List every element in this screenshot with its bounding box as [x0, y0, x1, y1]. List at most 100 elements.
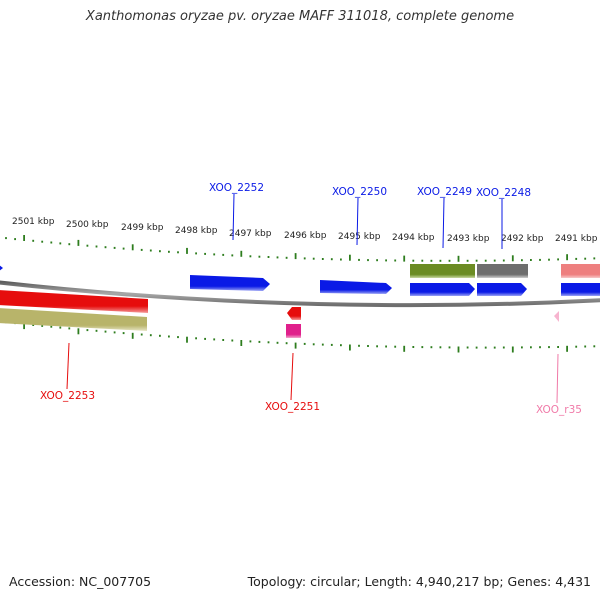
tick-mark	[159, 334, 161, 337]
tick-mark	[303, 257, 306, 260]
tick-mark	[412, 259, 415, 262]
tick-mark	[484, 346, 487, 349]
tick-mark	[430, 259, 433, 262]
tick-mark	[249, 340, 252, 343]
tick-mark	[95, 329, 98, 332]
tick-mark	[321, 258, 324, 260]
tick-mark	[330, 343, 333, 346]
tick-mark	[548, 346, 550, 349]
tick-mark	[448, 346, 451, 349]
tick-mark	[204, 337, 206, 340]
tick-mark	[23, 235, 25, 241]
tick-mark	[330, 258, 333, 261]
tick-mark	[484, 259, 487, 262]
tick-mark	[267, 256, 270, 258]
tick-mark	[584, 257, 587, 260]
tick-mark	[32, 239, 35, 242]
tick-mark	[321, 343, 324, 346]
tick-mark	[258, 340, 261, 343]
cds-arrow-xoo-2249[interactable]	[410, 283, 475, 296]
tick-mark	[530, 259, 532, 261]
tick-mark	[122, 247, 125, 250]
tick-mark	[5, 237, 7, 240]
tick-mark	[349, 254, 351, 261]
tick-mark	[376, 259, 378, 262]
topology-text: Topology: circular; Length: 4,940,217 bp…	[247, 574, 591, 589]
cds-arrow-xoo-2248[interactable]	[477, 283, 527, 296]
tick-mark	[149, 334, 152, 337]
tick-mark	[584, 345, 587, 348]
gene-label-xoo-2250[interactable]: XOO_2250	[332, 186, 387, 198]
tick-mark	[32, 324, 35, 326]
tick-mark	[358, 258, 360, 261]
cds-arrow-xoo-2251[interactable]	[287, 307, 301, 320]
cds-arrow-blue-left-edge[interactable]	[0, 264, 3, 272]
tick-mark	[439, 259, 442, 262]
leader-xoo-2253	[66, 342, 70, 390]
tick-mark	[511, 255, 514, 262]
tick-mark	[439, 346, 442, 349]
tick-label-2497: 2497 kbp	[229, 229, 272, 239]
cds-blue-right-edge[interactable]	[561, 283, 600, 296]
feature-xoo-2253-khaki[interactable]	[0, 308, 147, 331]
tick-mark	[575, 257, 578, 260]
leader-xoo-2250	[356, 197, 359, 246]
gene-label-xoo-2251[interactable]: XOO_2251	[265, 401, 320, 413]
tick-mark	[186, 247, 188, 254]
tick-mark	[403, 255, 406, 262]
tick-mark	[140, 333, 143, 336]
feature-xoo-2249-olive[interactable]	[410, 264, 475, 278]
feature-salmon-right[interactable]	[561, 264, 600, 278]
gene-label-xoo-2253[interactable]: XOO_2253	[40, 390, 95, 402]
tick-mark	[276, 341, 279, 344]
map-title: Xanthomonas oryzae pv. oryzae MAFF 31101…	[85, 9, 515, 24]
feature-xoo-2251-magenta[interactable]	[286, 324, 301, 338]
cds-arrow-xoo-2252[interactable]	[190, 275, 270, 291]
cds-arrow-xoo-2253[interactable]	[0, 290, 148, 313]
tick-mark	[104, 246, 107, 249]
tick-mark	[349, 344, 351, 351]
tick-mark	[168, 335, 170, 338]
tick-mark	[195, 337, 197, 340]
tick-label-2493: 2493 kbp	[447, 234, 490, 244]
gene-label-xoo-2248[interactable]: XOO_2248	[476, 187, 531, 199]
tick-mark	[466, 259, 469, 262]
tick-mark	[475, 259, 478, 262]
tick-mark	[340, 344, 342, 347]
tick-mark	[104, 330, 107, 333]
tick-mark	[412, 346, 415, 348]
tick-mark	[113, 331, 116, 334]
lower-tick-ring	[5, 321, 596, 353]
tick-mark	[548, 258, 550, 261]
tick-mark	[557, 258, 559, 261]
tick-mark	[312, 257, 315, 260]
leader-xoo-2249	[442, 197, 445, 249]
tick-mark	[177, 251, 179, 254]
tick-mark	[77, 239, 80, 246]
gene-label-xoo-2252[interactable]: XOO_2252	[209, 182, 264, 194]
tick-mark	[294, 253, 297, 260]
tick-mark	[539, 258, 541, 261]
tick-mark	[240, 340, 243, 346]
tick-mark	[213, 338, 216, 341]
tick-label-2498: 2498 kbp	[175, 226, 218, 236]
tick-mark	[566, 254, 568, 261]
tick-mark	[294, 342, 297, 349]
tick-labels: 2501 kbp 2500 kbp 2499 kbp 2498 kbp 2497…	[12, 217, 598, 244]
tick-mark	[502, 259, 505, 262]
rna-arrow-xoo-r35[interactable]	[554, 311, 559, 322]
cds-arrow-xoo-2250[interactable]	[320, 280, 392, 294]
tick-mark	[249, 255, 252, 258]
gene-label-xoo-r35[interactable]: XOO_r35	[536, 404, 582, 416]
tick-mark	[213, 253, 216, 256]
tick-mark	[168, 250, 170, 253]
genome-backbone	[0, 280, 600, 308]
upper-tick-ring	[5, 235, 596, 262]
tick-mark	[267, 341, 270, 344]
tick-mark	[86, 244, 89, 247]
feature-xoo-2248-gray[interactable]	[477, 264, 528, 278]
leader-xoo-2251	[290, 352, 294, 401]
gene-label-xoo-2249[interactable]: XOO_2249	[417, 186, 472, 198]
tick-mark	[530, 346, 532, 349]
